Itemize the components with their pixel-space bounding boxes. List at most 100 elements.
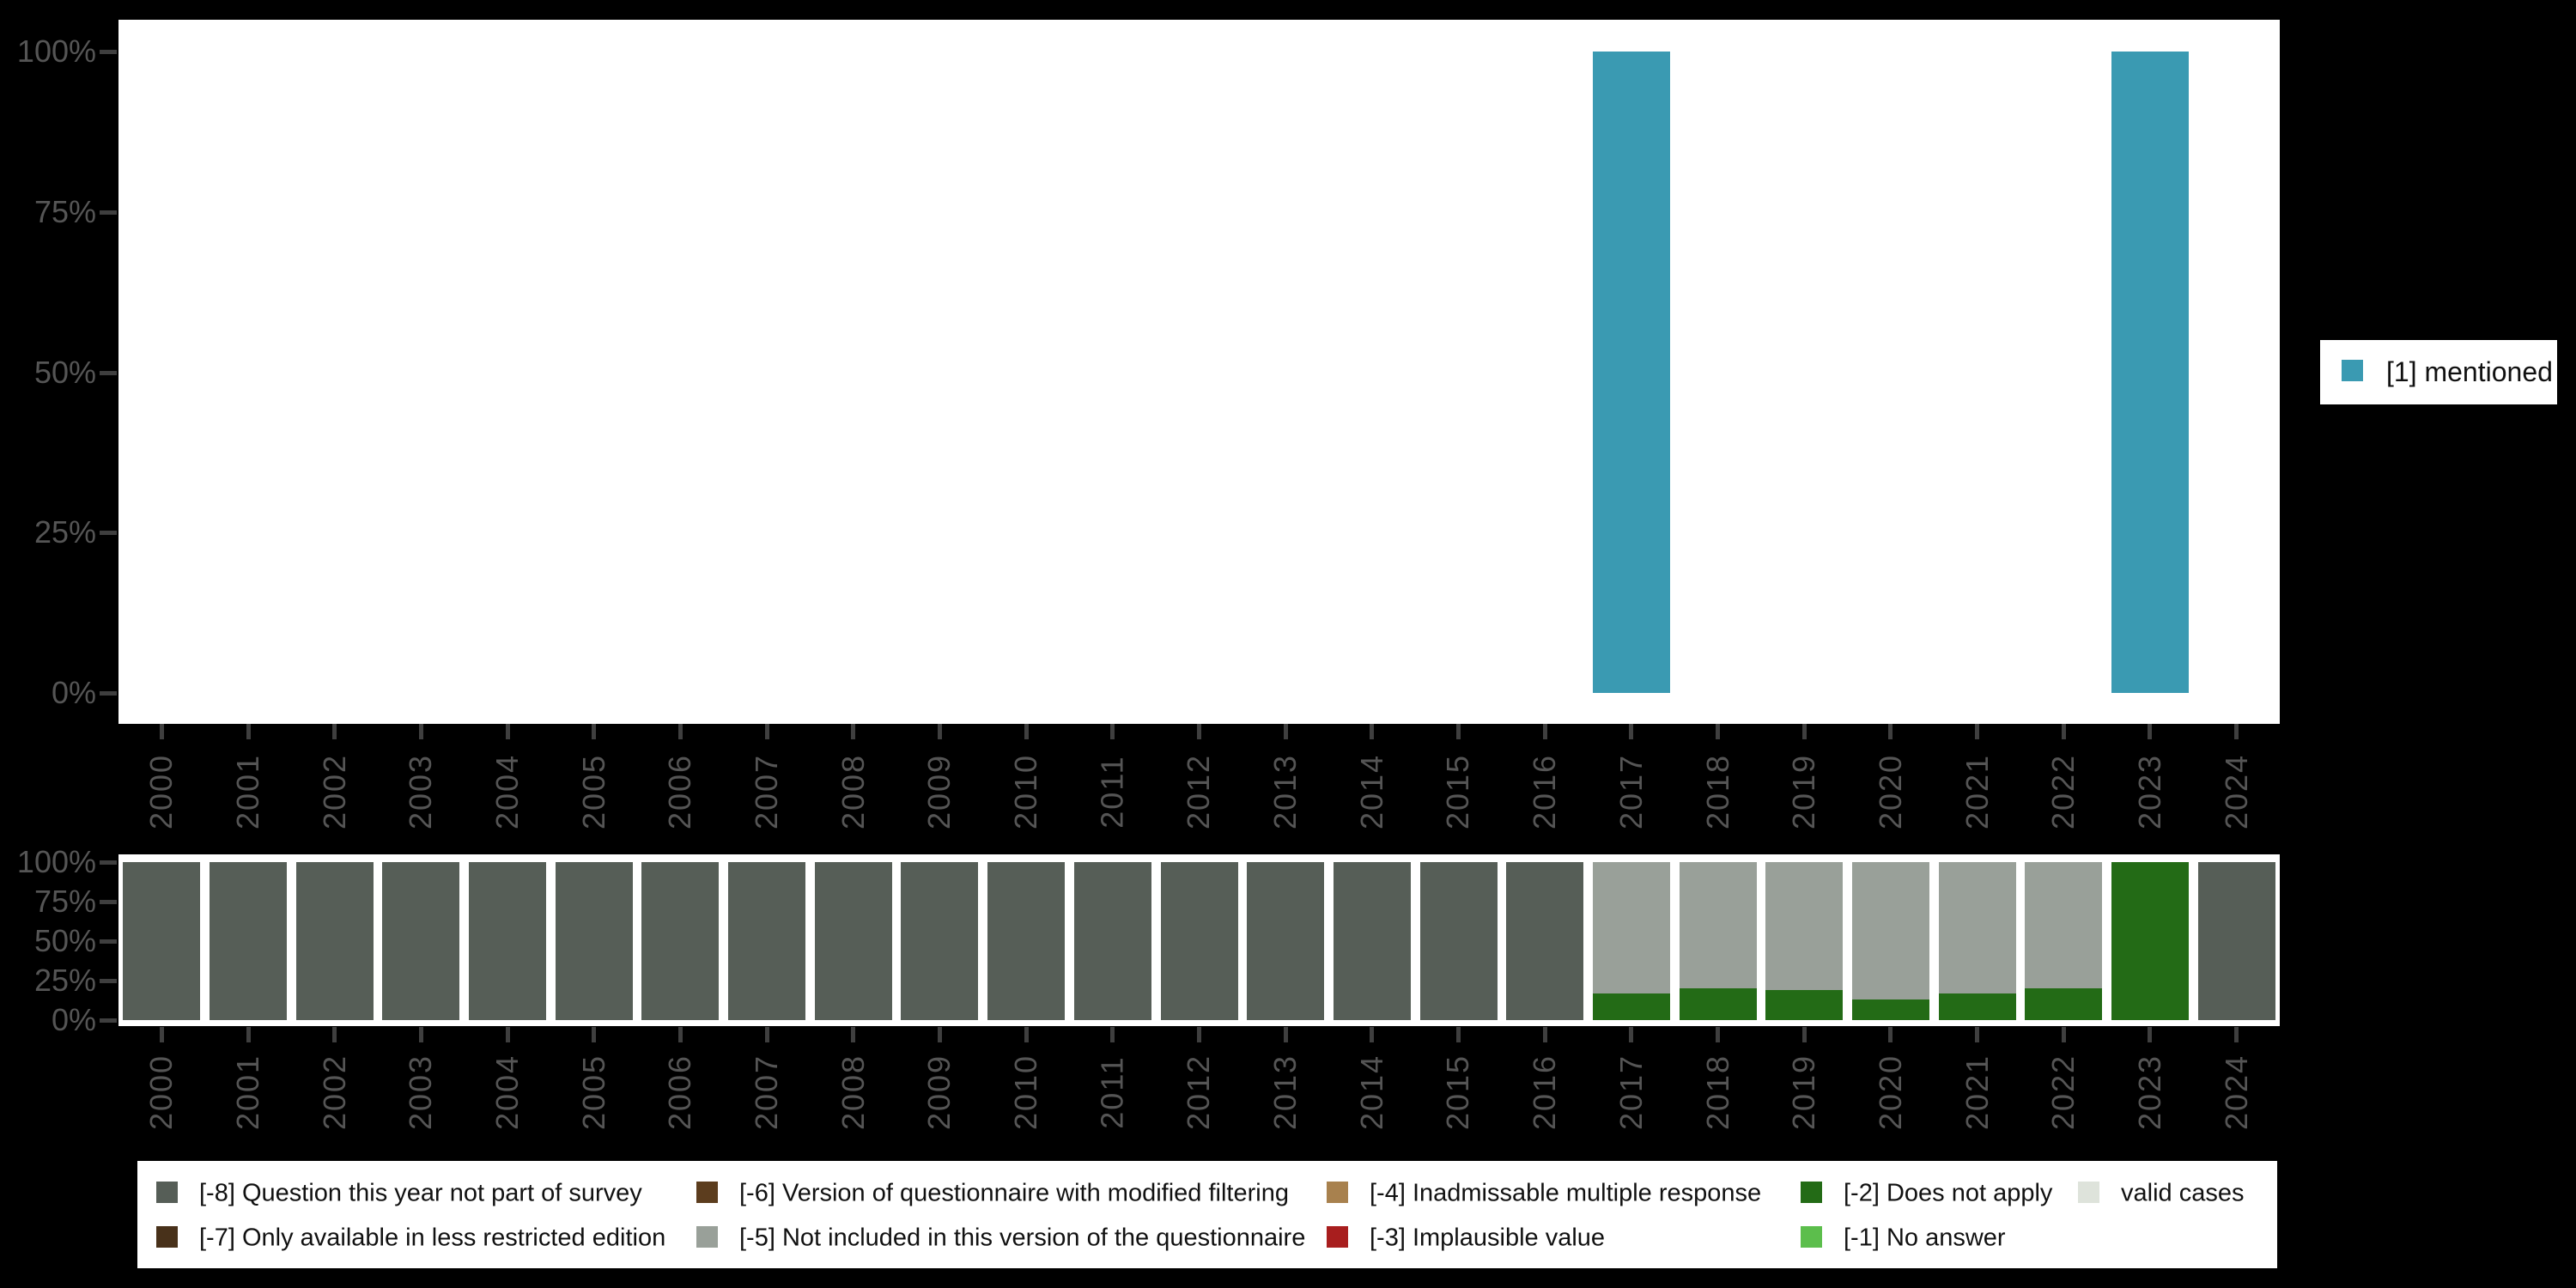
year-label-text: 2015 bbox=[1440, 1054, 1476, 1131]
year-label-text: 2024 bbox=[2218, 1054, 2254, 1131]
y-axis-tick bbox=[100, 939, 117, 944]
year-label-2023: 2023 bbox=[2130, 1041, 2170, 1144]
year-label-2016: 2016 bbox=[1525, 1041, 1564, 1144]
year-label-text: 2003 bbox=[403, 1054, 439, 1131]
year-label-2019: 2019 bbox=[1784, 740, 1824, 843]
stacked-bar-2008-m8 bbox=[814, 862, 892, 1020]
year-label-text: 2016 bbox=[1527, 753, 1563, 830]
year-label-2016: 2016 bbox=[1525, 740, 1564, 843]
x-axis-tick bbox=[1629, 724, 1634, 739]
year-label-2002: 2002 bbox=[315, 1041, 355, 1144]
year-label-2009: 2009 bbox=[920, 1041, 959, 1144]
legend-swatch-m4 bbox=[1327, 1182, 1348, 1203]
y-axis-tick bbox=[100, 50, 117, 54]
year-label-2005: 2005 bbox=[574, 740, 614, 843]
legend-swatch-m6 bbox=[696, 1182, 718, 1203]
year-label-2002: 2002 bbox=[315, 740, 355, 843]
stacked-bar-2007-m8 bbox=[728, 862, 806, 1020]
year-label-text: 2002 bbox=[316, 753, 352, 830]
year-label-text: 2019 bbox=[1786, 1054, 1822, 1131]
x-axis-tick bbox=[1629, 1027, 1634, 1042]
year-label-2004: 2004 bbox=[488, 740, 527, 843]
x-axis-tick bbox=[1716, 724, 1721, 739]
x-axis-tick bbox=[332, 724, 337, 739]
stacked-bar-2006-m8 bbox=[641, 862, 720, 1020]
x-axis-tick bbox=[677, 1027, 683, 1042]
y-axis-tick-label: 75% bbox=[33, 194, 96, 229]
x-axis-tick bbox=[332, 1027, 337, 1042]
bar-2017-mentioned bbox=[1592, 52, 1670, 693]
year-label-2000: 2000 bbox=[142, 740, 181, 843]
year-label-2003: 2003 bbox=[401, 740, 440, 843]
year-label-2006: 2006 bbox=[660, 1041, 700, 1144]
x-axis-tick bbox=[159, 1027, 164, 1042]
year-label-2022: 2022 bbox=[2044, 1041, 2083, 1144]
x-axis-tick bbox=[1542, 724, 1547, 739]
x-axis-tick bbox=[246, 1027, 251, 1042]
legend-label-m4: [-4] Inadmissable multiple response bbox=[1370, 1179, 1762, 1206]
y-axis-tick bbox=[100, 210, 117, 215]
stacked-bar-2005-m8 bbox=[555, 862, 633, 1020]
stacked-bar-2012-m8 bbox=[1160, 862, 1238, 1020]
x-axis-tick bbox=[2148, 1027, 2153, 1042]
y-axis-tick bbox=[100, 900, 117, 904]
x-axis-tick bbox=[1024, 1027, 1029, 1042]
year-label-text: 2014 bbox=[1353, 1054, 1389, 1131]
x-axis-tick bbox=[1370, 724, 1375, 739]
x-axis-tick bbox=[1283, 724, 1288, 739]
year-label-text: 2005 bbox=[575, 1054, 611, 1131]
year-label-2009: 2009 bbox=[920, 740, 959, 843]
x-axis-tick bbox=[937, 1027, 942, 1042]
x-axis-tick bbox=[1456, 724, 1461, 739]
y-axis-tick-label: 50% bbox=[33, 355, 96, 390]
x-axis-tick bbox=[418, 1027, 423, 1042]
stacked-bar-2013-m8 bbox=[1247, 862, 1325, 1020]
bar-2023-mentioned bbox=[2111, 52, 2189, 693]
x-axis-tick bbox=[505, 1027, 510, 1042]
year-label-2013: 2013 bbox=[1266, 1041, 1305, 1144]
year-label-2017: 2017 bbox=[1612, 740, 1651, 843]
y-axis-tick bbox=[100, 531, 117, 535]
year-label-text: 2014 bbox=[1353, 753, 1389, 830]
year-label-text: 2020 bbox=[1872, 1054, 1908, 1131]
year-label-2015: 2015 bbox=[1439, 1041, 1479, 1144]
x-axis-tick bbox=[592, 724, 597, 739]
legend-swatch-m8 bbox=[156, 1182, 178, 1203]
x-axis-tick bbox=[159, 724, 164, 739]
legend-swatch-m2 bbox=[1801, 1182, 1822, 1203]
year-label-2013: 2013 bbox=[1266, 740, 1305, 843]
year-label-2024: 2024 bbox=[2217, 740, 2257, 843]
stacked-bar-2024-m8 bbox=[2197, 862, 2275, 1020]
y-axis-tick-label: 75% bbox=[33, 884, 96, 919]
year-label-text: 2001 bbox=[230, 753, 266, 830]
year-label-2012: 2012 bbox=[1180, 1041, 1219, 1144]
x-axis-tick bbox=[1197, 1027, 1201, 1042]
y-axis-tick bbox=[100, 860, 117, 865]
x-axis-tick bbox=[1888, 724, 1893, 739]
y-axis-tick bbox=[100, 979, 117, 983]
year-label-text: 2017 bbox=[1613, 753, 1649, 830]
year-label-text: 2022 bbox=[2045, 753, 2081, 830]
stacked-bar-2018-m2 bbox=[1679, 988, 1757, 1020]
stacked-bar-2017-m5 bbox=[1592, 862, 1670, 993]
year-label-text: 2000 bbox=[143, 753, 179, 830]
year-label-2007: 2007 bbox=[747, 740, 787, 843]
year-label-text: 2008 bbox=[835, 1054, 871, 1131]
legend-label-m1: [-1] No answer bbox=[1844, 1224, 2006, 1251]
legend-swatch-mentioned bbox=[2342, 360, 2363, 381]
stacked-bar-2000-m8 bbox=[123, 862, 201, 1020]
year-label-text: 2018 bbox=[1699, 1054, 1735, 1131]
x-axis-tick bbox=[1801, 1027, 1807, 1042]
year-label-text: 2021 bbox=[1959, 1054, 1995, 1131]
stacked-bar-2003-m8 bbox=[382, 862, 460, 1020]
legend-label-mentioned: [1] mentioned bbox=[2386, 356, 2553, 387]
year-label-text: 2009 bbox=[921, 1054, 957, 1131]
year-label-text: 2022 bbox=[2045, 1054, 2081, 1131]
y-axis-tick bbox=[100, 1018, 117, 1023]
year-label-2017: 2017 bbox=[1612, 1041, 1651, 1144]
x-axis-tick bbox=[851, 724, 856, 739]
legend-swatch-valid bbox=[2078, 1182, 2099, 1203]
year-label-text: 2009 bbox=[921, 753, 957, 830]
year-label-text: 2013 bbox=[1267, 1054, 1303, 1131]
year-label-2020: 2020 bbox=[1871, 740, 1911, 843]
